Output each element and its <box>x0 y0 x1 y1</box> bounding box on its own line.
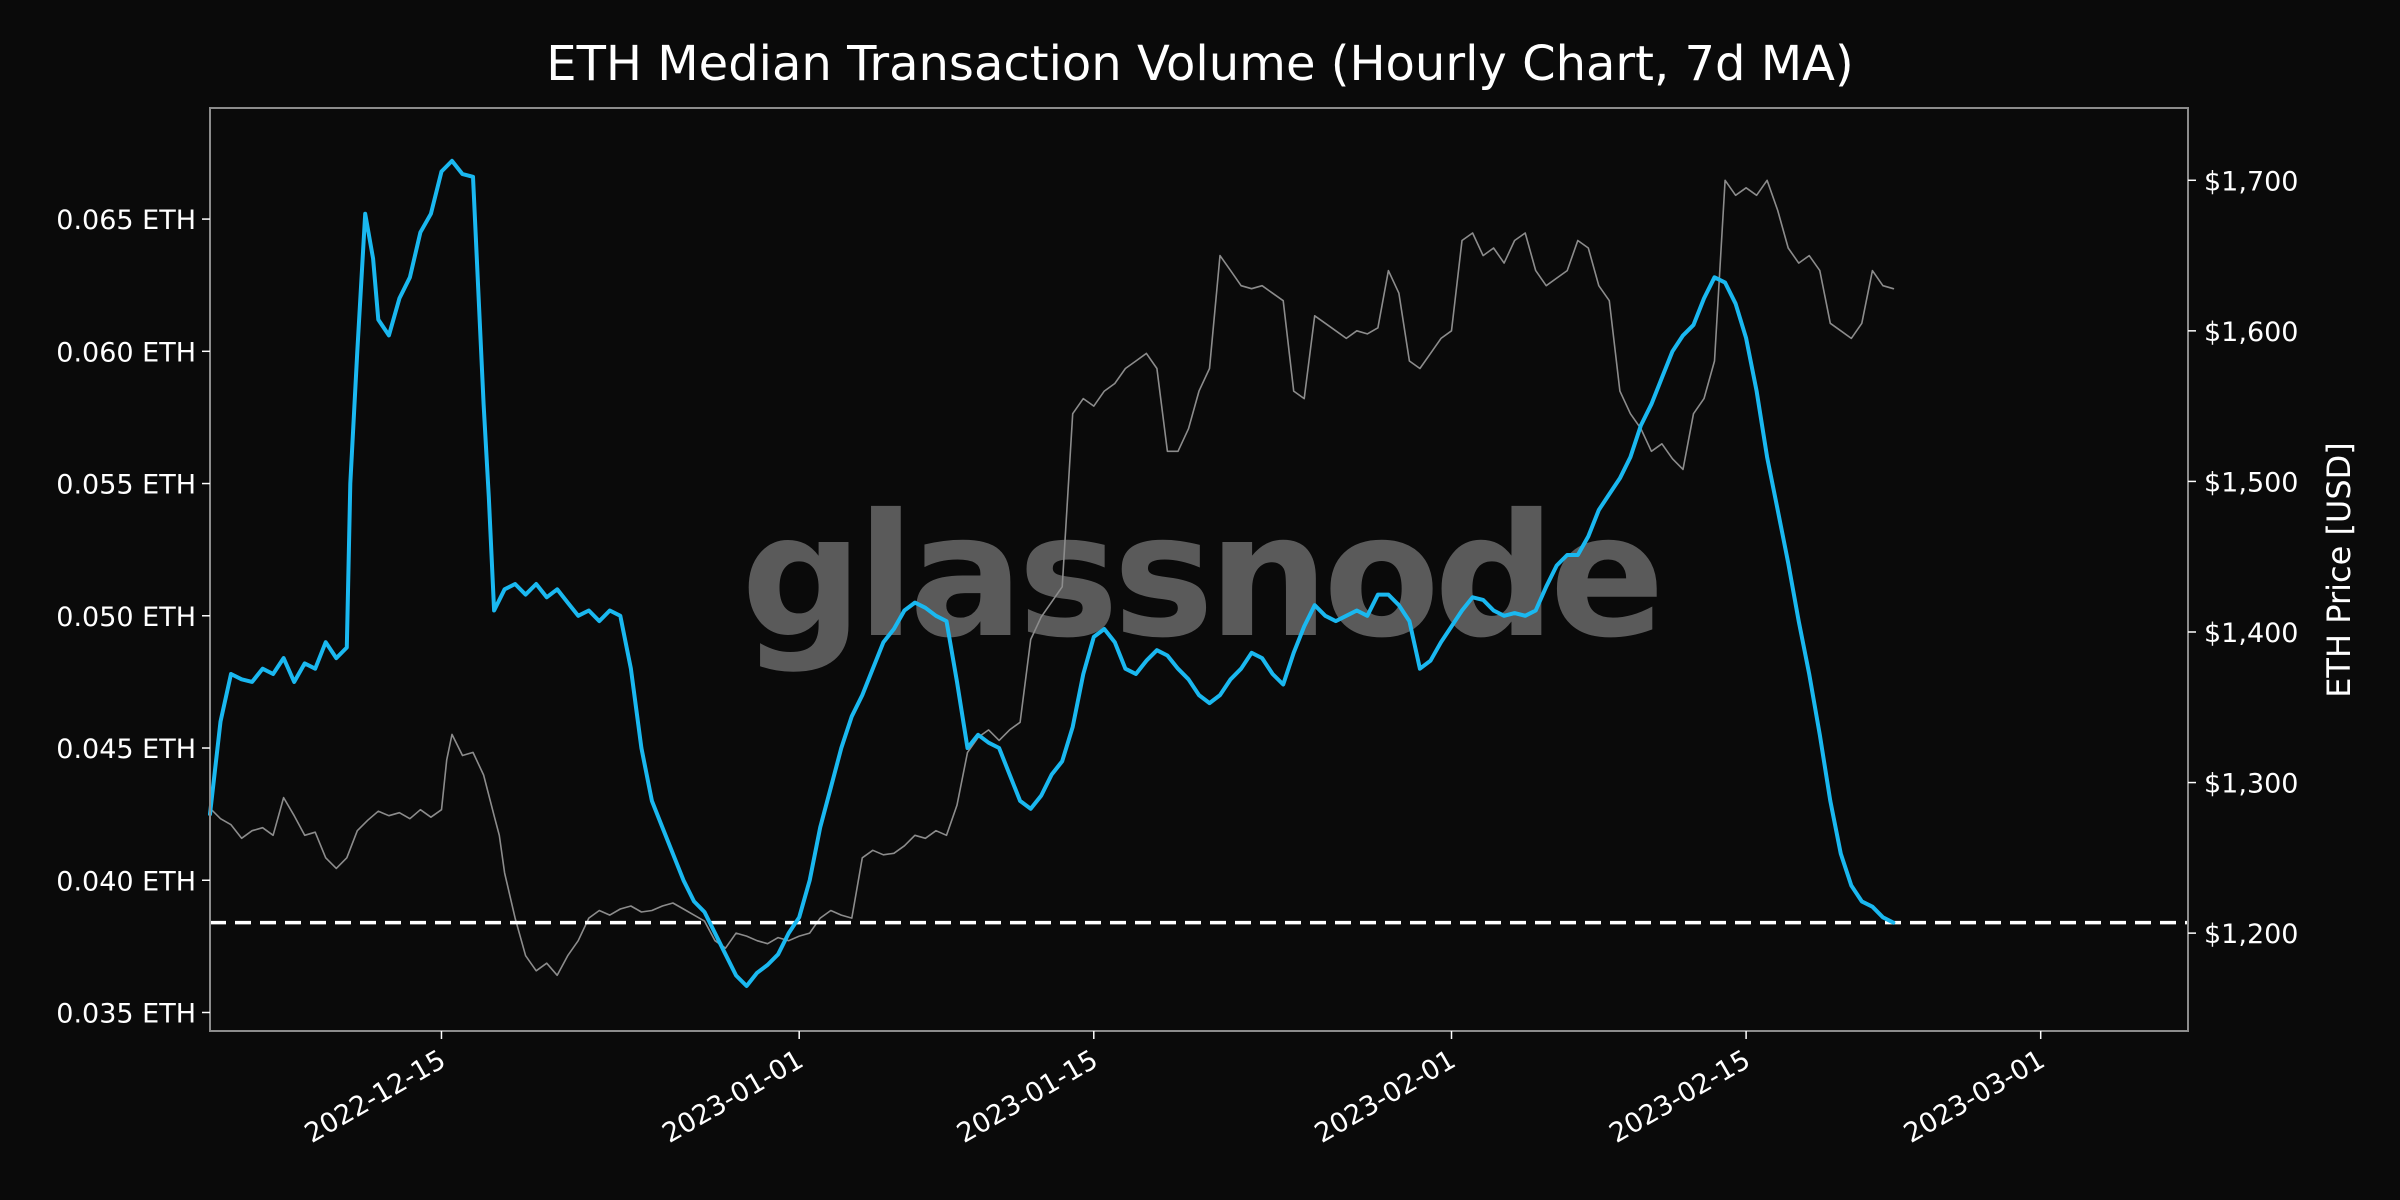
right-tick-label: $1,700 <box>2204 166 2298 197</box>
left-tick-label: 0.045 ETH <box>56 734 196 765</box>
eth-price-line <box>209 179 1895 977</box>
left-tick-label: 0.060 ETH <box>56 337 196 368</box>
left-tick-label: 0.065 ETH <box>56 205 196 236</box>
median-volume-line <box>208 158 1896 988</box>
left-tick-label: 0.050 ETH <box>56 602 196 633</box>
left-tick-label: 0.055 ETH <box>56 470 196 501</box>
right-tick-label: $1,200 <box>2204 919 2298 950</box>
right-axis: $1,700 $1,600 $1,500 $1,400 $1,300 $1,200 <box>2188 166 2298 950</box>
right-tick-label: $1,400 <box>2204 618 2298 649</box>
plot-frame <box>209 107 2189 1032</box>
left-tick-label: 0.035 ETH <box>56 998 196 1029</box>
price-layer <box>209 179 1895 977</box>
glassnode-watermark: glassnode <box>741 478 1659 676</box>
watermark-layer: glassnode <box>741 478 1665 676</box>
right-axis-label: ETH Price [USD] <box>2320 442 2358 698</box>
right-tick-label: $1,300 <box>2204 769 2298 800</box>
chart-title: ETH Median Transaction Volume (Hourly Ch… <box>546 36 1853 92</box>
right-tick-label: $1,500 <box>2204 467 2298 498</box>
right-tick-label: $1,600 <box>2204 317 2298 348</box>
left-axis: 0.065 ETH 0.060 ETH 0.055 ETH 0.050 ETH 0.04… <box>56 205 210 1029</box>
left-tick-label: 0.040 ETH <box>56 866 196 897</box>
volume-layer <box>208 158 1896 988</box>
